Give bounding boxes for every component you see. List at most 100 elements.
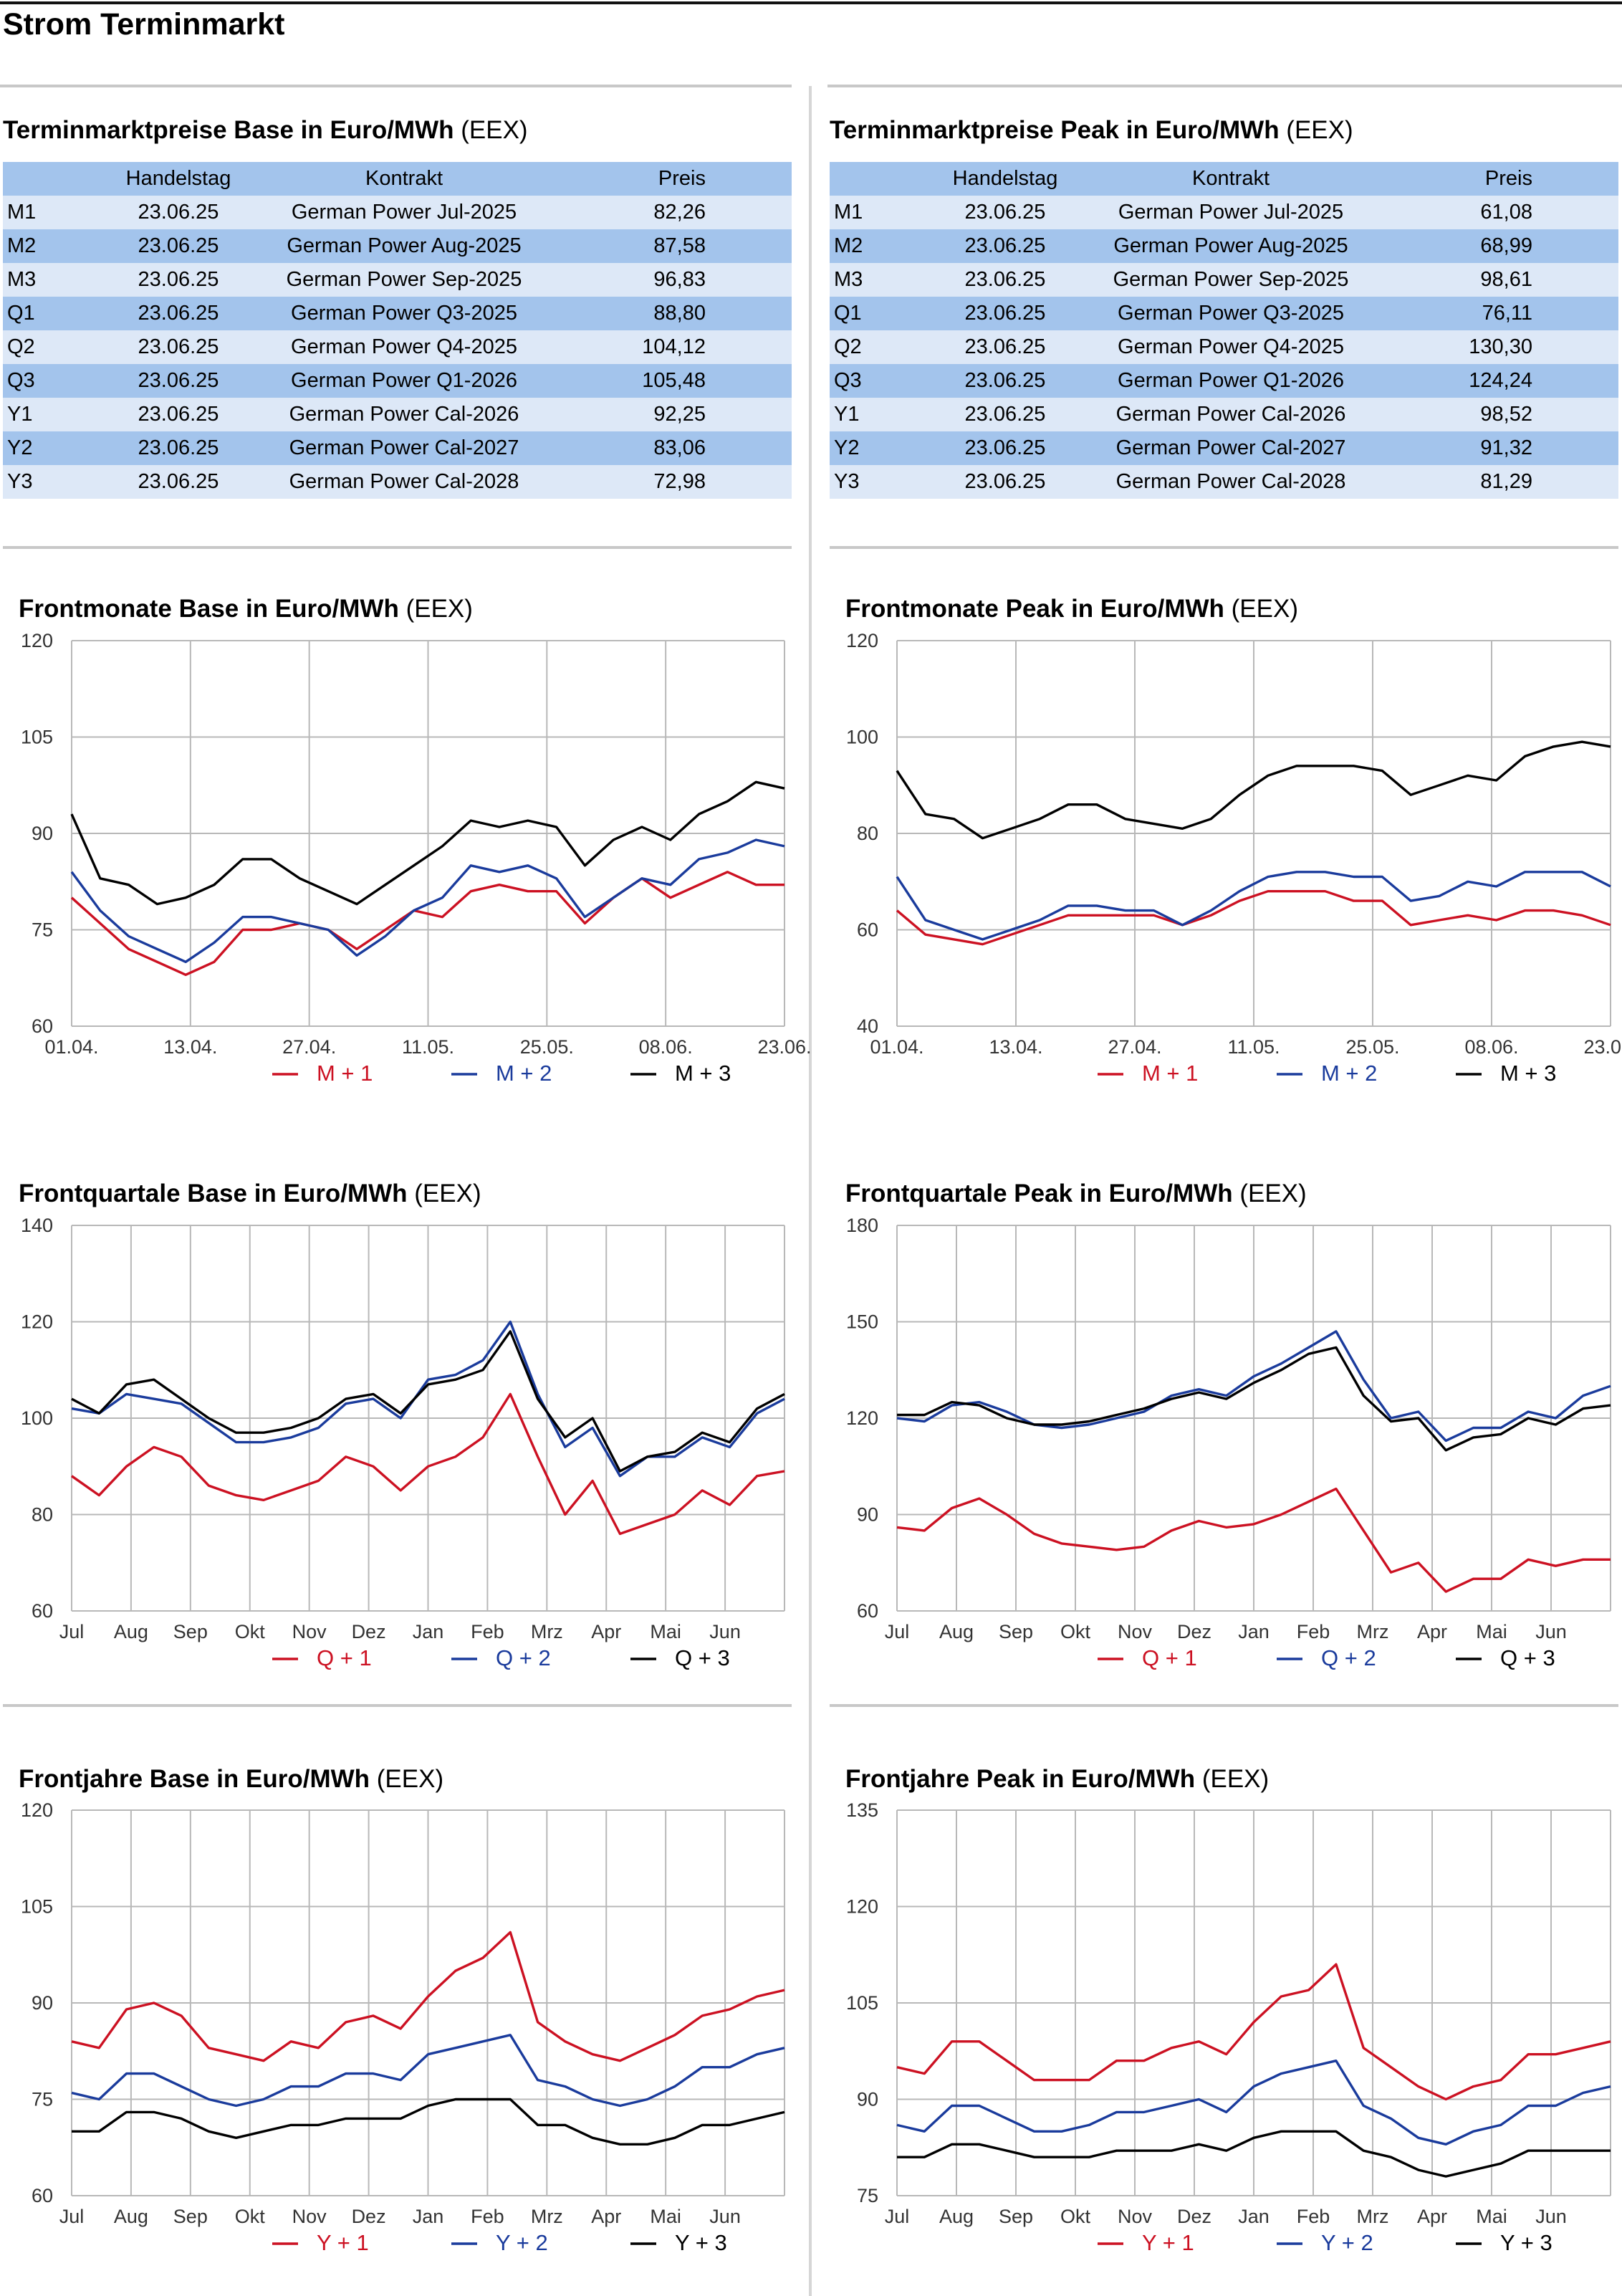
x-tick-label: 25.05.	[520, 1036, 574, 1058]
price: 98,52	[1381, 398, 1618, 431]
legend-label: Q + 3	[675, 1645, 730, 1670]
series-line	[897, 2130, 1611, 2178]
table-row: Y1 23.06.25 German Power Cal-2026 92,25	[3, 398, 792, 431]
legend-label: Q + 3	[1500, 1645, 1555, 1670]
y-tick-label: 140	[21, 1215, 53, 1236]
legend-label: Y + 2	[1321, 2230, 1373, 2255]
x-tick-label: Mrz	[531, 2206, 563, 2227]
column-header: Handelstag	[103, 162, 254, 196]
x-tick-label: Nov	[1118, 2206, 1153, 2227]
x-tick-label: Feb	[1297, 1621, 1330, 1642]
trading-day: 23.06.25	[103, 465, 254, 499]
y-tick-label: 60	[32, 1600, 53, 1622]
price: 88,80	[555, 297, 792, 330]
table-row: Q2 23.06.25 German Power Q4-2025 130,30	[830, 330, 1618, 364]
table-row: Q3 23.06.25 German Power Q1-2026 124,24	[830, 364, 1618, 398]
trading-day: 23.06.25	[930, 196, 1080, 229]
price: 81,29	[1381, 465, 1618, 499]
chart-frontjahre-base: 60 75 90 105 120 Jul Aug Sep Okt Nov Dez Jan Feb Mrz A…	[21, 1799, 785, 2255]
x-tick-label: Mai	[1476, 1621, 1507, 1642]
y-tick-label: 40	[857, 1015, 878, 1037]
column-header	[830, 162, 930, 196]
y-tick-label: 120	[846, 1407, 878, 1429]
contract-code: Y3	[3, 465, 103, 499]
contract-code: Y2	[830, 431, 930, 465]
contract-name: German Power Aug-2025	[254, 229, 555, 263]
contract-code: M1	[830, 196, 930, 229]
y-tick-label: 90	[32, 1992, 53, 2014]
table-header-row: Handelstag Kontrakt Preis	[830, 162, 1618, 196]
y-tick-label: 75	[32, 919, 53, 941]
x-tick-label: Okt	[235, 1621, 266, 1642]
x-tick-label: 13.04.	[163, 1036, 217, 1058]
column-header	[3, 162, 103, 196]
trading-day: 23.06.25	[103, 364, 254, 398]
chart-title: Frontjahre Peak in Euro/MWh (EEX)	[845, 1765, 1270, 1793]
x-tick-label: Jun	[1535, 1621, 1567, 1642]
section-divider	[830, 1704, 1618, 1707]
table-row: Y1 23.06.25 German Power Cal-2026 98,52	[830, 398, 1618, 431]
series-line	[71, 1330, 785, 1473]
trading-day: 23.06.25	[930, 330, 1080, 364]
price: 92,25	[555, 398, 792, 431]
table-header-row: Handelstag Kontrakt Preis	[3, 162, 792, 196]
column-header: Handelstag	[930, 162, 1080, 196]
table-row: Y3 23.06.25 German Power Cal-2028 81,29	[830, 465, 1618, 499]
x-tick-label: Sep	[173, 1621, 208, 1642]
legend-label: Q + 2	[496, 1645, 551, 1670]
x-tick-label: Jun	[709, 2206, 741, 2227]
trading-day: 23.06.25	[103, 297, 254, 330]
legend-label: Y + 2	[496, 2230, 548, 2255]
chart-title: Frontjahre Base in Euro/MWh (EEX)	[19, 1765, 444, 1793]
table-row: Y2 23.06.25 German Power Cal-2027 91,32	[830, 431, 1618, 465]
trading-day: 23.06.25	[930, 263, 1080, 297]
legend-label: M + 2	[1321, 1061, 1377, 1086]
series-line	[71, 1320, 785, 1478]
y-tick-label: 120	[846, 630, 878, 651]
x-tick-label: Mai	[650, 2206, 681, 2227]
contract-code: M3	[830, 263, 930, 297]
table-row: Y2 23.06.25 German Power Cal-2027 83,06	[3, 431, 792, 465]
x-tick-label: Jun	[709, 1621, 741, 1642]
y-tick-label: 120	[21, 1311, 53, 1333]
x-tick-label: Sep	[173, 2206, 208, 2227]
contract-name: German Power Cal-2026	[254, 398, 555, 431]
trading-day: 23.06.25	[930, 229, 1080, 263]
y-tick-label: 120	[21, 1799, 53, 1821]
x-tick-label: 27.04.	[1108, 1036, 1161, 1058]
price-table-base: Handelstag Kontrakt Preis M1 23.06.25 German …	[3, 162, 792, 499]
legend-label: M + 3	[1500, 1061, 1556, 1086]
x-tick-label: 11.05.	[1227, 1036, 1280, 1058]
contract-code: Q1	[3, 297, 103, 330]
legend-label: Y + 1	[317, 2230, 369, 2255]
contract-name: German Power Q3-2025	[1080, 297, 1381, 330]
table-row: M2 23.06.25 German Power Aug-2025 68,99	[830, 229, 1618, 263]
price: 124,24	[1381, 364, 1618, 398]
contract-name: German Power Q3-2025	[254, 297, 555, 330]
x-tick-label: Okt	[1060, 2206, 1091, 2227]
contract-code: Q3	[830, 364, 930, 398]
y-tick-label: 90	[32, 823, 53, 844]
x-tick-label: Nov	[292, 2206, 327, 2227]
x-tick-label: Dez	[1177, 1621, 1211, 1642]
trading-day: 23.06.25	[930, 465, 1080, 499]
price: 105,48	[555, 364, 792, 398]
x-tick-label: 23.06.	[757, 1036, 811, 1058]
contract-code: Y2	[3, 431, 103, 465]
price: 72,98	[555, 465, 792, 499]
x-tick-label: Jul	[885, 2206, 910, 2227]
price: 87,58	[555, 229, 792, 263]
section-divider	[3, 546, 792, 549]
x-tick-label: Feb	[471, 1621, 504, 1642]
contract-code: Y1	[3, 398, 103, 431]
contract-name: German Power Q4-2025	[1080, 330, 1381, 364]
column-header: Kontrakt	[1080, 162, 1381, 196]
y-tick-label: 105	[21, 727, 53, 748]
legend-label: M + 1	[317, 1061, 373, 1086]
price: 98,61	[1381, 263, 1618, 297]
table-title-base: Terminmarktpreise Base in Euro/MWh (EEX)	[3, 116, 528, 144]
legend-label: Y + 3	[1500, 2230, 1553, 2255]
x-tick-label: Apr	[591, 2206, 621, 2227]
x-tick-label: 08.06.	[639, 1036, 693, 1058]
y-tick-label: 60	[32, 1015, 53, 1037]
